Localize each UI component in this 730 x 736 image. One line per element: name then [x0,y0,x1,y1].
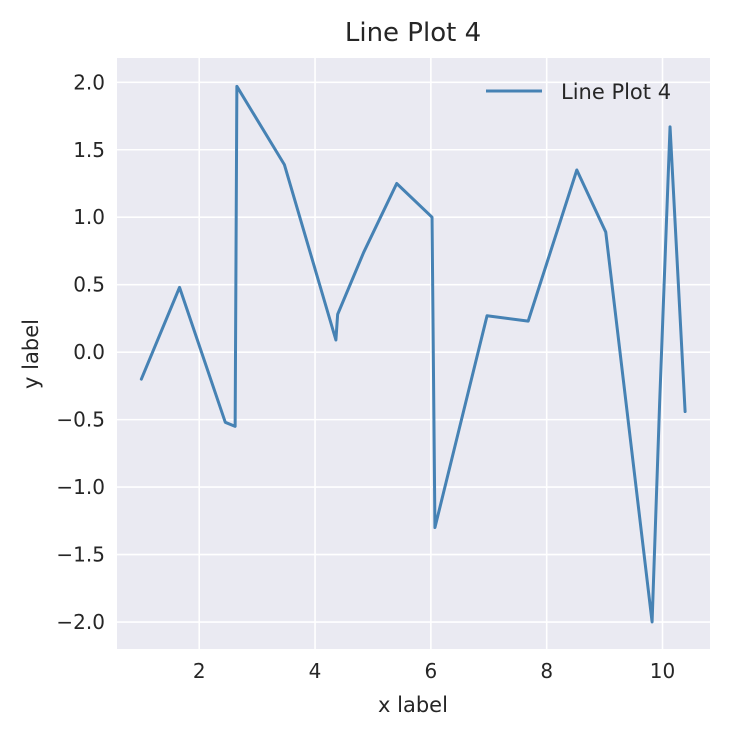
y-tick-label: 1.5 [73,138,105,162]
y-tick-label: 2.0 [73,70,105,94]
x-axis-label: x label [378,693,448,717]
data-lines [139,84,687,624]
y-axis-label: y label [19,319,43,389]
y-tick-label: 0.5 [73,273,105,297]
chart-title: Line Plot 4 [345,18,481,48]
legend-label: Line Plot 4 [561,80,671,104]
x-tick-label: 8 [540,659,553,683]
x-tick-label: 4 [309,659,322,683]
x-tick-labels: 2 4 6 8 10 [193,659,675,683]
x-tick-label: 6 [425,659,438,683]
y-tick-labels: −2.0 −1.5 −1.0 −0.5 0.0 0.5 1.0 1.5 2.0 [56,70,105,634]
x-tick-label: 10 [650,659,675,683]
y-tick-label: −0.5 [56,408,105,432]
legend: Line Plot 4 [486,80,671,104]
y-tick-label: −2.0 [56,610,105,634]
y-tick-label: 0.0 [73,340,105,364]
y-tick-label: 1.0 [73,205,105,229]
plot-background [117,58,710,649]
y-tick-label: −1.5 [56,543,105,567]
series-line [139,84,687,624]
y-tick-label: −1.0 [56,475,105,499]
x-tick-label: 2 [193,659,206,683]
